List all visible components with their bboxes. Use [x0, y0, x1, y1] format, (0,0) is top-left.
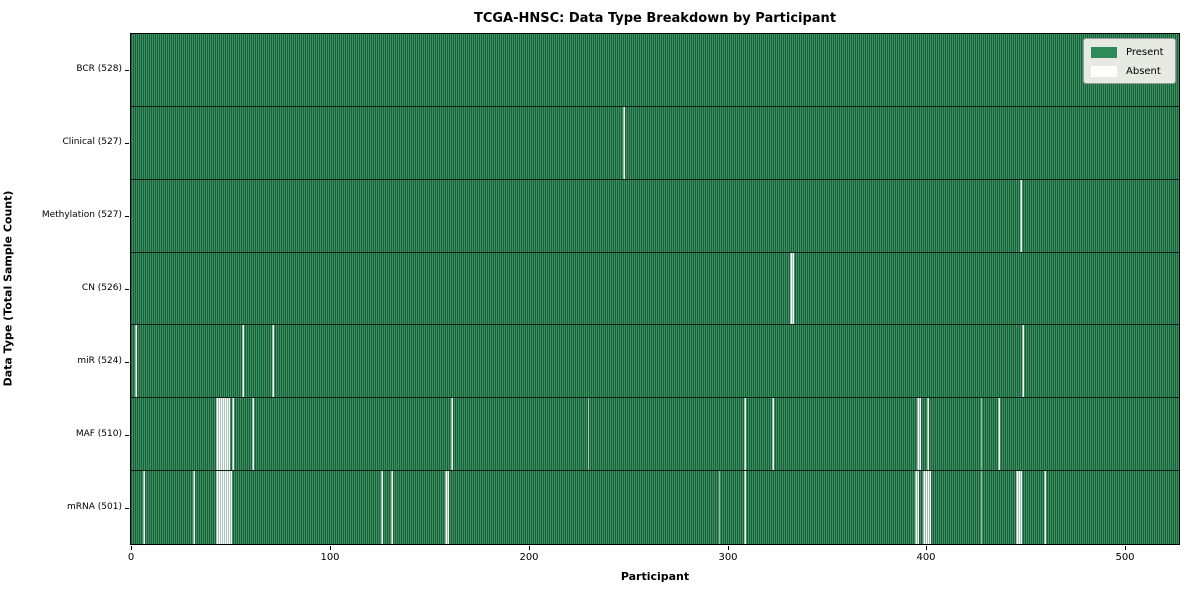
absent-mark	[381, 471, 384, 544]
absent-mark	[917, 471, 919, 544]
legend-label-present: Present	[1126, 46, 1164, 58]
x-tick-label: 500	[1115, 552, 1135, 563]
absent-mark	[232, 398, 235, 471]
absent-mark	[915, 471, 917, 544]
absent-swatch-icon	[1091, 65, 1117, 77]
heatmap-row-clinical	[131, 106, 1179, 180]
x-tick	[1125, 546, 1126, 550]
x-tick-label: 100	[320, 552, 340, 563]
absent-mark	[718, 471, 721, 544]
y-tick	[125, 362, 129, 363]
legend: Present Absent	[1083, 38, 1176, 84]
heatmap-row-bcr	[131, 34, 1179, 107]
heatmap-row-maf	[131, 398, 1179, 472]
absent-mark	[1020, 179, 1023, 252]
absent-mark	[216, 398, 219, 471]
absent-mark	[926, 471, 929, 544]
absent-mark	[228, 471, 231, 544]
absent-mark	[228, 398, 231, 471]
absent-mark	[791, 252, 794, 325]
absent-mark	[1022, 325, 1025, 398]
x-tick-label: 200	[519, 552, 539, 563]
present-swatch-icon	[1091, 46, 1117, 58]
absent-mark	[444, 471, 447, 544]
absent-mark	[446, 471, 449, 544]
absent-mark	[922, 471, 925, 544]
absent-mark	[252, 398, 255, 471]
absent-mark	[134, 325, 137, 398]
y-tick-label: miR (524)	[77, 356, 122, 366]
absent-mark	[587, 398, 590, 471]
y-tick	[125, 435, 129, 436]
x-tick-label: 300	[718, 552, 738, 563]
y-tick	[125, 143, 129, 144]
x-tick	[926, 546, 927, 550]
absent-mark	[218, 398, 221, 471]
absent-mark	[226, 471, 229, 544]
absent-mark	[772, 398, 775, 471]
absent-mark	[226, 398, 229, 471]
x-tick	[728, 546, 729, 550]
absent-mark	[142, 471, 145, 544]
legend-item-absent: Absent	[1091, 64, 1168, 78]
y-tick-label: CN (526)	[81, 283, 122, 293]
absent-mark	[789, 252, 792, 325]
absent-mark	[192, 471, 195, 544]
absent-mark	[222, 471, 225, 544]
absent-mark	[998, 398, 1001, 471]
absent-mark	[1044, 471, 1046, 544]
y-tick-label: BCR (528)	[76, 64, 122, 74]
legend-item-present: Present	[1091, 45, 1168, 59]
absent-mark	[450, 398, 453, 471]
y-tick-label: Clinical (527)	[62, 137, 122, 147]
absent-mark	[220, 398, 223, 471]
y-tick	[125, 508, 129, 509]
absent-mark	[391, 471, 393, 544]
absent-mark	[224, 398, 227, 471]
y-tick-label: MAF (510)	[75, 429, 122, 439]
absent-mark	[242, 325, 245, 398]
y-tick	[125, 289, 129, 290]
absent-mark	[744, 398, 747, 471]
x-tick	[529, 546, 530, 550]
heatmap-row-methylation	[131, 179, 1179, 253]
x-tick-label: 0	[127, 552, 135, 563]
absent-mark	[271, 325, 274, 398]
absent-mark	[623, 106, 626, 179]
absent-mark	[926, 398, 929, 471]
y-tick-label: Methylation (527)	[41, 210, 122, 220]
absent-mark	[924, 471, 927, 544]
legend-label-absent: Absent	[1126, 65, 1161, 77]
absent-mark	[1016, 471, 1019, 544]
absent-mark	[744, 471, 747, 544]
absent-mark	[1020, 471, 1023, 544]
x-tick	[131, 546, 132, 550]
y-tick-label: mRNA (501)	[67, 502, 122, 512]
absent-mark	[928, 471, 931, 544]
heatmap-row-cn	[131, 252, 1179, 326]
absent-mark	[218, 471, 221, 544]
x-axis-label: Participant	[620, 570, 690, 583]
absent-mark	[222, 398, 225, 471]
absent-mark	[230, 471, 233, 544]
absent-mark	[918, 398, 921, 471]
absent-mark	[1018, 471, 1021, 544]
chart-title: TCGA-HNSC: Data Type Breakdown by Partic…	[473, 11, 837, 26]
absent-mark	[917, 398, 919, 471]
absent-mark	[224, 471, 227, 544]
absent-mark	[220, 471, 223, 544]
y-tick	[125, 70, 129, 71]
x-tick-label: 400	[916, 552, 936, 563]
y-tick	[125, 216, 129, 217]
heatmap-row-mrna	[131, 471, 1179, 544]
absent-mark	[980, 398, 983, 471]
plot-area	[130, 33, 1180, 545]
absent-mark	[216, 471, 219, 544]
x-tick	[330, 546, 331, 550]
absent-mark	[980, 471, 983, 544]
heatmap-row-mir	[131, 325, 1179, 399]
